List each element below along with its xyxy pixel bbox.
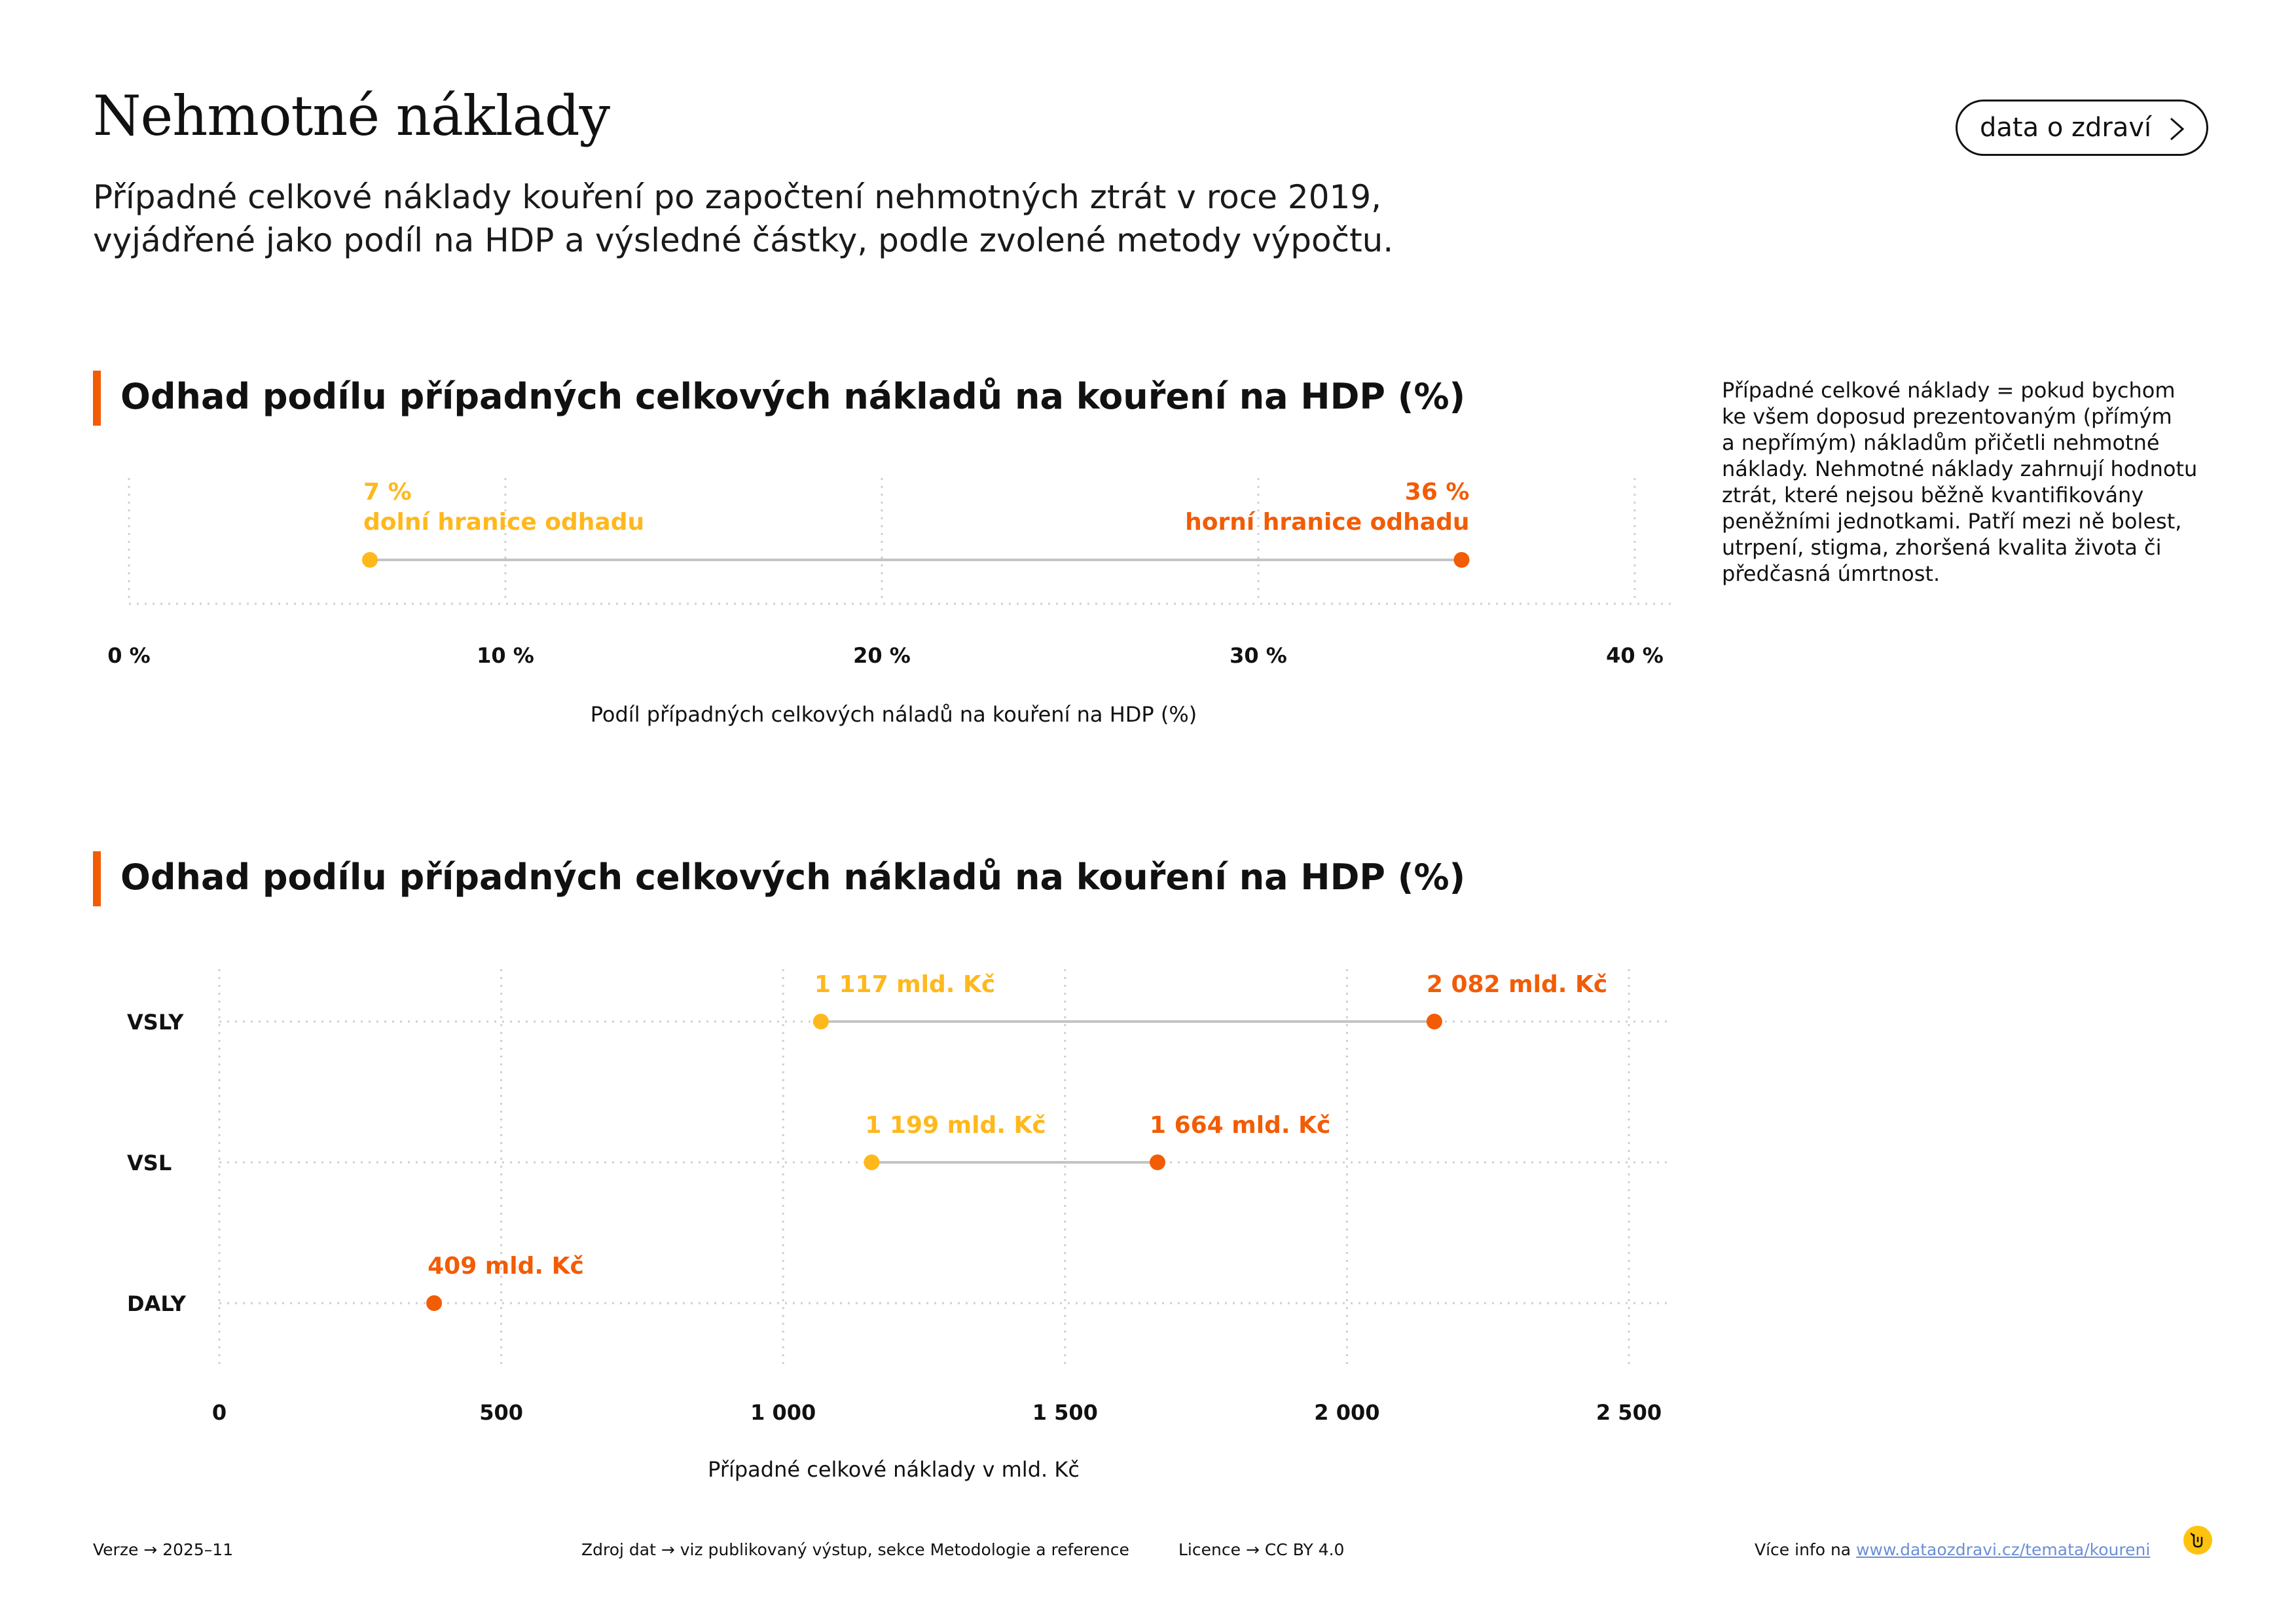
license-label: Licence [1178,1540,1241,1559]
x-tick-label: 40 % [1606,643,1664,668]
footer-more-info: Více info na www.dataozdravi.cz/temata/k… [1755,1540,2150,1559]
lower-value-label: 1 199 mld. Kč [865,1112,1046,1139]
x-tick-label: 500 [479,1400,523,1425]
upper-value-label: 36 % [1405,479,1470,506]
x-axis-title: Případné celkové náklady v mld. Kč [708,1457,1080,1482]
note-line: předčasná úmrtnost. [1722,561,1941,586]
x-tick-label: 20 % [853,643,911,668]
upper-bound-point [1453,552,1470,568]
arrow-right-icon: → [1245,1540,1260,1559]
lower-desc-label: dolní hranice odhadu [363,509,644,536]
note-line: ztrát, které nejsou běžně kvantifikovány [1722,483,2144,507]
footer-version: Verze → 2025–11 [93,1540,233,1559]
brand-mark-icon [2190,1532,2203,1548]
single-point [426,1295,443,1311]
page-subtitle: Případné celkové náklady kouření po zapo… [93,175,1599,262]
note-line: a nepřímým) nákladům přičetli nehmotné [1722,430,2160,455]
footer-source: Zdroj dat → viz publikovaný výstup, sekc… [581,1540,1129,1559]
chart1-title: Odhad podílu případných celkových náklad… [120,376,1466,417]
lower-value-label: 7 % [363,479,412,506]
upper-bound-point [1150,1154,1166,1170]
arrow-right-icon: → [143,1540,158,1559]
x-tick-label: 0 % [107,643,150,668]
x-tick-label: 1 500 [1032,1400,1098,1425]
upper-bound-point [1426,1014,1442,1029]
cost-amount-chart: 0 500 1 000 1 500 2 000 2 500 VSLY 1 117 mld. K… [127,969,1673,1482]
subtitle-line-2: vyjádřené jako podíl na HDP a výsledné č… [93,221,1394,259]
lower-bound-point [812,1014,829,1029]
lower-bound-point [864,1154,880,1170]
version-value: 2025–11 [162,1540,234,1559]
upper-value-label: 2 082 mld. Kč [1427,971,1607,998]
version-label: Verze [93,1540,139,1559]
note-line: náklady. Nehmotné náklady zahrnují hodno… [1722,456,2198,481]
chart2-title: Odhad podílu případných celkových náklad… [120,857,1466,898]
more-info-link[interactable]: www.dataozdravi.cz/temata/koureni [1856,1540,2151,1559]
section-accent-bar-1 [93,371,101,426]
x-tick-label: 1 000 [750,1400,816,1425]
x-tick-label: 0 [212,1400,227,1425]
x-tick-label: 30 % [1230,643,1287,668]
y-category-label: DALY [127,1291,187,1316]
note-line: Případné celkové náklady = pokud bychom [1722,378,2176,403]
x-axis-title: Podíl případných celkových náladů na kou… [591,702,1197,727]
y-category-label: VSL [127,1151,172,1175]
footer-license: Licence → CC BY 4.0 [1178,1540,1344,1559]
brand-logo-icon [2183,1526,2212,1555]
note-line: ke všem doposud prezentovaným (přímým [1722,404,2172,429]
gdp-share-chart: 0 % 10 % 20 % 30 % 40 % 7 % dolní hranice odha… [107,478,1673,727]
definition-note: Případné celkové náklady = pokud bychom … [1722,377,2226,587]
note-line: utrpení, stigma, zhoršená kvalita života… [1722,535,2162,560]
page-title: Nehmotné náklady [93,84,610,148]
single-value-label: 409 mld. Kč [428,1253,584,1280]
x-tick-label: 2 000 [1314,1400,1379,1425]
section-accent-bar-2 [93,851,101,906]
license-value: CC BY 4.0 [1264,1540,1345,1559]
y-category-label: VSLY [127,1010,184,1035]
upper-desc-label: horní hranice odhadu [1185,509,1469,536]
source-label: Zdroj dat [581,1540,656,1559]
lower-value-label: 1 117 mld. Kč [814,971,995,998]
lower-bound-point [362,552,378,568]
data-o-zdravi-button-label: data o zdraví [1980,113,2152,143]
chevron-right-icon [2170,117,2185,141]
more-info-label: Více info na [1755,1540,1851,1559]
subtitle-line-1: Případné celkové náklady kouření po zapo… [93,178,1382,216]
upper-value-label: 1 664 mld. Kč [1150,1112,1330,1139]
data-o-zdravi-button[interactable]: data o zdraví [1956,100,2208,156]
note-line: peněžními jednotkami. Patří mezi ně bole… [1722,509,2182,534]
x-tick-label: 2 500 [1596,1400,1662,1425]
x-tick-label: 10 % [477,643,534,668]
source-value: viz publikovaný výstup, sekce Metodologi… [680,1540,1129,1559]
arrow-right-icon: → [661,1540,675,1559]
